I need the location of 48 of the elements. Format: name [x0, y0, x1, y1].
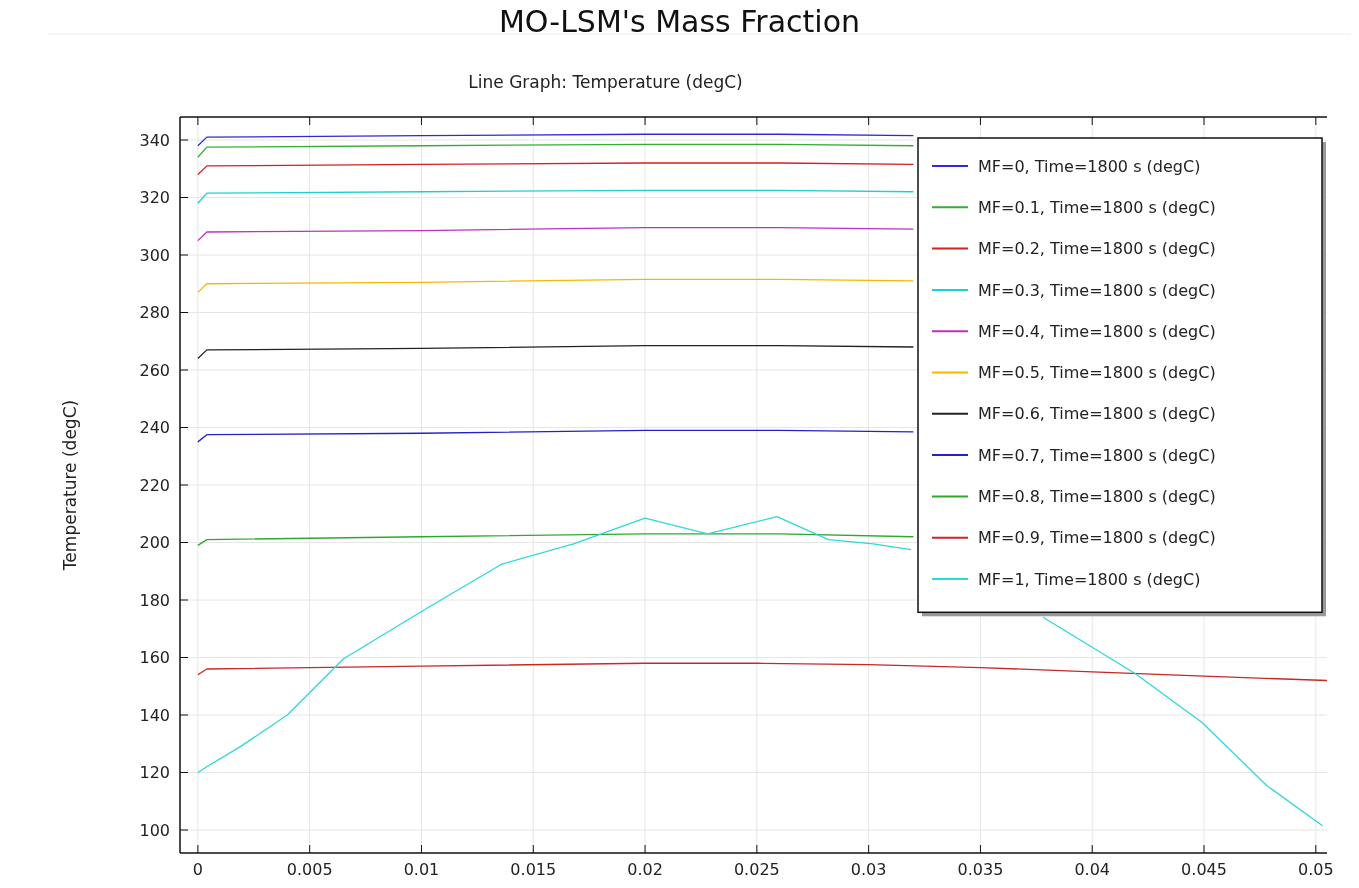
line-series	[197, 189, 915, 204]
line-series	[197, 162, 915, 176]
line-series	[197, 344, 915, 360]
line-series	[197, 278, 915, 294]
x-tick-label: 0.02	[627, 860, 663, 879]
legend-label: MF=0.9, Time=1800 s (degC)	[978, 528, 1216, 548]
legend-label: MF=0.7, Time=1800 s (degC)	[978, 445, 1216, 465]
x-tick-label: 0.01	[403, 860, 440, 879]
x-tick-label: 0.035	[957, 860, 1004, 879]
x-tick-label: 0.015	[510, 860, 557, 879]
y-tick-label: 280	[139, 303, 170, 323]
y-tick-label: 260	[139, 360, 170, 380]
y-tick-label: 140	[139, 705, 170, 725]
y-tick-label: 340	[139, 130, 170, 150]
y-tick-label: 120	[139, 763, 170, 783]
line-series	[197, 227, 915, 242]
x-tick-label: 0.05	[1298, 860, 1334, 879]
chart-subtitle: Line Graph: Temperature (degC)	[468, 72, 743, 92]
legend-label: MF=0.2, Time=1800 s (degC)	[978, 239, 1216, 259]
legend-label: MF=0.6, Time=1800 s (degC)	[978, 404, 1216, 424]
legend-label: MF=0.5, Time=1800 s (degC)	[978, 363, 1216, 383]
y-tick-label: 160	[139, 648, 170, 668]
legend-label: MF=1, Time=1800 s (degC)	[978, 569, 1201, 589]
line-series	[197, 662, 1328, 682]
y-tick-label: 220	[139, 475, 170, 495]
legend-label: MF=0.8, Time=1800 s (degC)	[978, 487, 1216, 506]
legend-label: MF=0.3, Time=1800 s (degC)	[978, 280, 1216, 300]
x-tick-label: 0	[192, 860, 203, 879]
x-tick-label: 0.03	[850, 860, 887, 879]
y-tick-label: 200	[139, 533, 170, 553]
legend-label: MF=0.1, Time=1800 s (degC)	[978, 197, 1216, 217]
x-tick-label: 0.005	[286, 860, 333, 879]
y-tick-label: 300	[139, 245, 170, 265]
x-tick-label: 0.025	[733, 860, 780, 879]
legend-label: MF=0, Time=1800 s (degC)	[978, 156, 1201, 176]
y-tick-label: 240	[139, 418, 170, 438]
y-tick-label: 180	[139, 590, 170, 610]
line-series	[197, 133, 915, 147]
chart-title: MO-LSM's Mass Fraction	[498, 4, 861, 39]
line-series	[197, 533, 915, 547]
line-series	[197, 143, 915, 158]
x-tick-label: 0.04	[1074, 860, 1111, 879]
line-series	[197, 429, 915, 443]
y-tick-label: 320	[139, 188, 170, 208]
y-axis-title: Temperature (degC)	[60, 399, 80, 572]
legend-label: MF=0.4, Time=1800 s (degC)	[978, 321, 1216, 341]
x-tick-label: 0.045	[1181, 860, 1227, 879]
y-tick-label: 100	[139, 820, 170, 840]
